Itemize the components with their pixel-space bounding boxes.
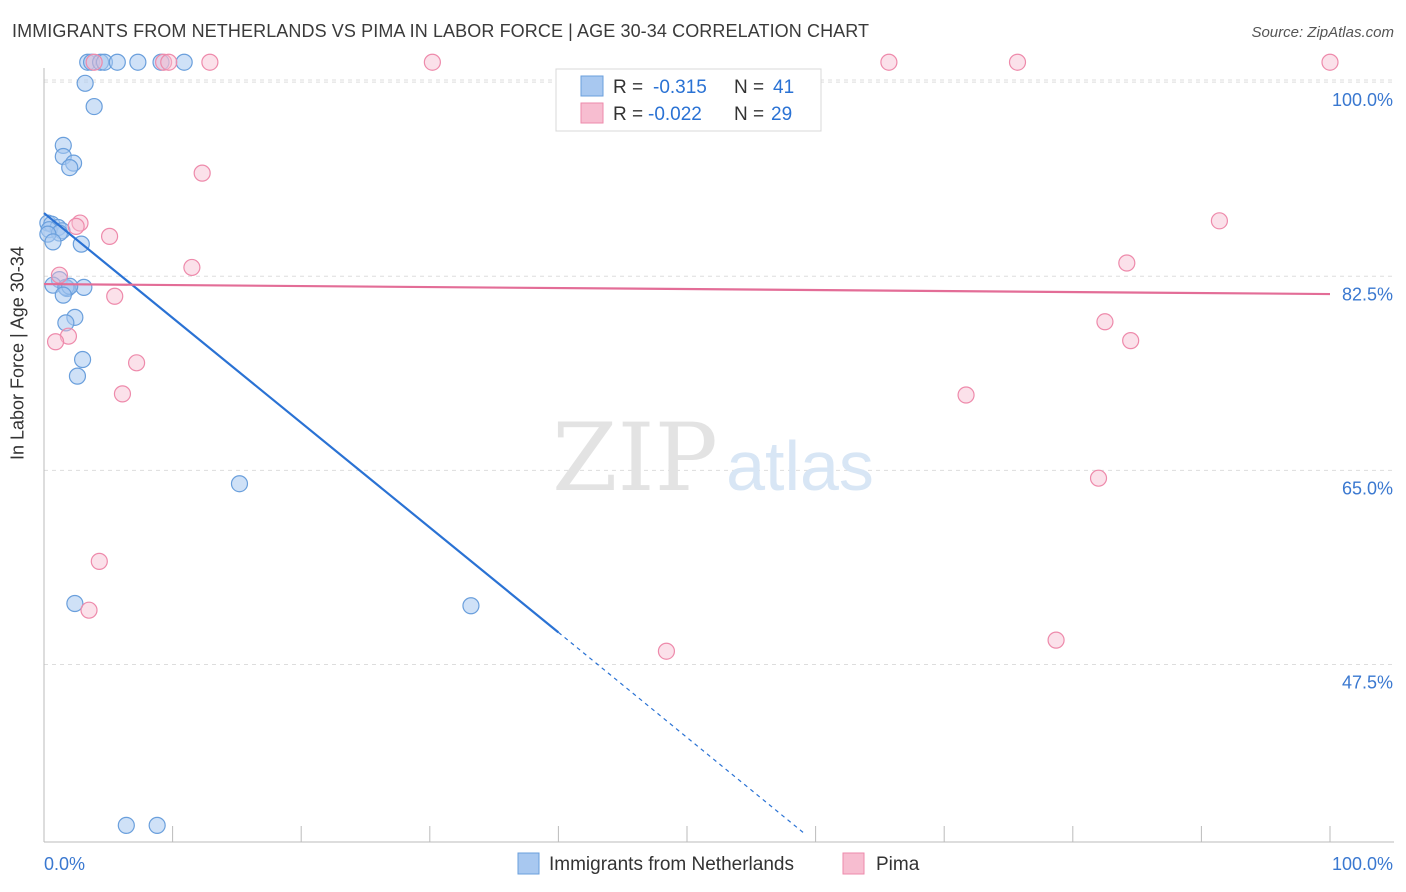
point-netherlands [462,597,480,615]
trend-line-pima [43,282,1331,296]
x-tick-label: 100.0% [1332,854,1393,874]
stats-legend: R = -0.315 N = 41 R = -0.022 N = 29 [555,68,822,132]
point-pima [85,53,103,71]
legend-label-pima: Pima [876,854,920,875]
point-pima [59,327,78,345]
point-netherlands [75,278,93,296]
stats-n-value-2: 29 [771,104,792,125]
series-netherlands [39,53,480,834]
trend-line-netherlands-extension [558,631,806,835]
y-tick-label: 47.5% [1342,673,1393,693]
point-pima [193,164,211,182]
point-netherlands [230,475,249,493]
series-pima [46,53,1339,660]
point-netherlands [129,53,147,71]
point-netherlands [61,158,79,177]
point-pima [127,354,146,372]
point-pima [1096,313,1114,331]
point-pima [46,333,65,351]
point-netherlands [85,97,103,116]
point-pima [1118,254,1136,272]
point-netherlands [54,286,72,304]
stats-r-value-2: -0.022 [648,104,702,125]
point-pima [1321,53,1339,71]
point-pima [67,217,85,235]
chart-title: IMMIGRANTS FROM NETHERLANDS VS PIMA IN L… [12,21,870,41]
stats-swatch-pink [580,102,604,124]
point-netherlands [66,594,84,613]
stats-n-label-1: N = [734,77,764,98]
point-pima [957,386,975,404]
point-pima [90,552,108,570]
legend-swatch-netherlands [517,852,540,875]
y-tick-labels: 100.0% 82.5% 65.0% 47.5% [1332,90,1393,692]
y-tick-label: 100.0% [1332,90,1393,110]
point-netherlands [68,367,87,385]
point-netherlands [108,53,126,71]
point-pima [1008,53,1027,71]
point-pima [1089,469,1108,487]
legend-swatch-pima [842,852,865,875]
point-pima [160,53,178,71]
trend-line-netherlands [43,212,560,634]
watermark-atlas: atlas [726,427,874,505]
point-pima [106,287,124,305]
stats-r-label-2: R = [613,104,643,125]
point-netherlands [148,816,166,834]
source-credit: Source: ZipAtlas.com [1251,24,1394,41]
axes [43,68,1394,843]
x-tick-labels: 0.0% 100.0% [44,854,1393,874]
stats-n-label-2: N = [734,104,764,125]
point-netherlands [73,350,92,369]
y-tick-label: 65.0% [1342,478,1393,498]
stats-r-value-1: -0.315 [653,77,707,98]
point-netherlands [117,816,135,834]
point-pima [201,53,219,71]
stats-r-label-1: R = [613,77,643,98]
y-tick-label: 82.5% [1342,284,1393,304]
point-pima [154,53,173,71]
stats-n-value-1: 41 [773,77,794,98]
point-netherlands [57,314,75,332]
point-pima [880,53,898,71]
point-netherlands [76,74,94,92]
point-pima [423,53,441,71]
point-pima [100,227,119,245]
gridlines [44,79,1394,666]
point-pima [1047,631,1065,649]
point-pima [113,385,132,403]
point-netherlands [44,233,62,251]
legend-label-netherlands: Immigrants from Netherlands [549,854,794,875]
bottom-legend: Immigrants from Netherlands Pima [517,852,920,875]
watermark-zip: ZIP [552,404,718,513]
point-pima [1122,332,1140,350]
point-pima [80,601,98,619]
point-netherlands [175,53,193,71]
trend-lines [43,212,1331,835]
point-pima [183,258,201,277]
point-pima [50,266,69,284]
stats-swatch-blue [580,75,604,97]
point-pima [657,642,676,660]
x-tick-label: 0.0% [44,854,85,874]
point-pima [1210,212,1229,230]
